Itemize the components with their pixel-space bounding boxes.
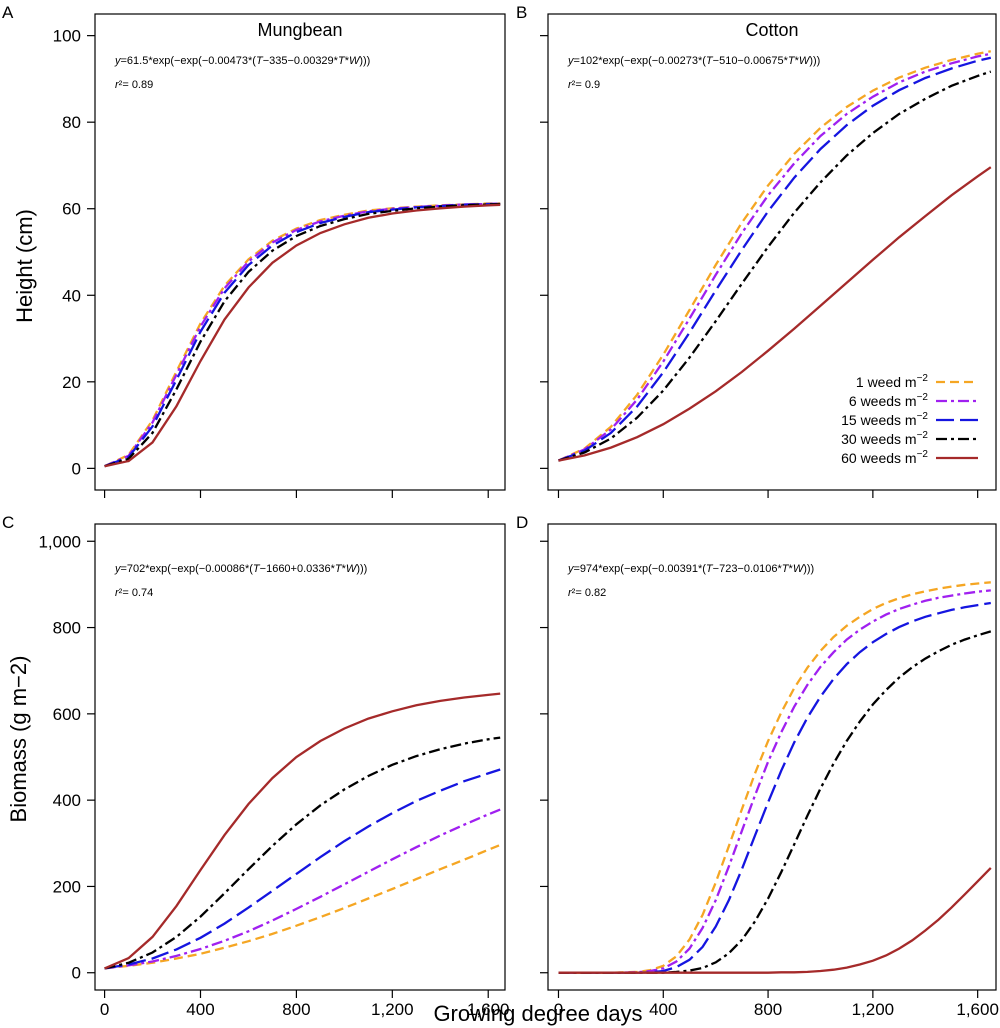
- plot-frame: [94, 523, 506, 991]
- x-axis-title: Growing degree days: [433, 1001, 642, 1026]
- panel-c: 0 400 800 1,200 1,600 0 200 400 600 800 1,000 y=702…: [38, 523, 510, 1019]
- x-tick-label: 0: [554, 1000, 563, 1019]
- panel-a: 0 20 40 60 80 100 Mungbean y=61.5*exp(−exp(−0.0…: [53, 13, 506, 498]
- y-tick-label: 100: [53, 27, 81, 46]
- legend-label: 1 weed m−2: [856, 373, 929, 390]
- series-line-15-weeds-m-2: [558, 56, 992, 462]
- crop-title: Mungbean: [257, 20, 342, 40]
- series-line-30-weeds-m-2: [104, 736, 501, 970]
- x-tick-label: 1,200: [852, 1000, 895, 1019]
- x-tick-label: 1,600: [467, 1000, 510, 1019]
- plot-frame: [94, 13, 506, 491]
- series-line-15-weeds-m-2: [104, 202, 501, 468]
- r-squared: r²= 0.82: [568, 587, 606, 599]
- series-line-60-weeds-m-2: [558, 867, 992, 974]
- series-line-1-weed-m-2: [558, 581, 991, 974]
- x-tick-label: 400: [649, 1000, 677, 1019]
- y-tick-label: 40: [62, 286, 81, 305]
- y-tick-label: 800: [53, 619, 81, 638]
- series-line-60-weeds-m-2: [104, 692, 501, 970]
- x-tick-label: 800: [754, 1000, 782, 1019]
- legend-label: 15 weeds m−2: [841, 411, 928, 428]
- y-tick-label: 80: [62, 113, 81, 132]
- plot-frame: [547, 523, 997, 991]
- series-line-30-weeds-m-2: [558, 70, 992, 462]
- series-line-60-weeds-m-2: [104, 203, 501, 468]
- panel-letter-b: B: [516, 3, 527, 22]
- panel-d: 0 400 800 1,200 1,600 y=974*exp(−exp(−0.00391…: [540, 523, 999, 1019]
- x-tick-label: 400: [186, 1000, 214, 1019]
- series-line-6-weeds-m-2: [558, 589, 991, 974]
- y-axis-title-height: Height (cm): [12, 209, 37, 323]
- series-line-30-weeds-m-2: [558, 630, 992, 974]
- y-tick-label: 1,000: [38, 532, 81, 551]
- plot-frame: [547, 13, 997, 491]
- y-tick-label: 60: [62, 200, 81, 219]
- legend-label: 30 weeds m−2: [841, 430, 928, 447]
- equation: y=974*exp(−exp(−0.00391*(T−723−0.0106*T*…: [567, 563, 814, 575]
- series-line-15-weeds-m-2: [558, 601, 991, 974]
- y-tick-label: 0: [72, 964, 81, 983]
- series-line-15-weeds-m-2: [104, 768, 501, 970]
- equation: y=61.5*exp(−exp(−0.00473*(T−335−0.00329*…: [114, 55, 370, 67]
- y-tick-label: 600: [53, 705, 81, 724]
- y-tick-label: 400: [53, 791, 81, 810]
- legend-label: 6 weeds m−2: [849, 392, 929, 409]
- series-line-6-weeds-m-2: [104, 808, 501, 970]
- r-squared: r²= 0.89: [115, 79, 153, 91]
- equation: y=102*exp(−exp(−0.00273*(T−510−0.00675*T…: [567, 55, 820, 67]
- panel-letter-a: A: [2, 3, 14, 22]
- panel-b: Cotton y=102*exp(−exp(−0.00273*(T−510−0.0…: [540, 13, 997, 498]
- r-squared: r²= 0.74: [115, 587, 153, 599]
- x-tick-label: 0: [100, 1000, 109, 1019]
- series-line-60-weeds-m-2: [558, 166, 992, 462]
- equation: y=702*exp(−exp(−0.00086*(T−1660+0.0336*T…: [114, 563, 367, 575]
- series-line-1-weed-m-2: [558, 50, 992, 462]
- y-tick-label: 20: [62, 373, 81, 392]
- x-tick-label: 1,200: [371, 1000, 414, 1019]
- crop-title: Cotton: [745, 20, 798, 40]
- series-line-1-weed-m-2: [104, 843, 501, 970]
- r-squared: r²= 0.9: [568, 79, 600, 91]
- legend: 1 weed m−2 6 weeds m−2 15 weeds m−2 30 weed…: [841, 373, 978, 466]
- y-tick-label: 200: [53, 877, 81, 896]
- y-tick-label: 0: [72, 459, 81, 478]
- series-line-6-weeds-m-2: [558, 52, 992, 462]
- panel-letter-c: C: [2, 513, 14, 532]
- legend-label: 60 weeds m−2: [841, 449, 928, 466]
- panel-letter-d: D: [516, 513, 528, 532]
- x-tick-label: 800: [282, 1000, 310, 1019]
- y-axis-title-biomass: Biomass (g m−2): [6, 656, 31, 823]
- x-tick-label: 1,600: [956, 1000, 999, 1019]
